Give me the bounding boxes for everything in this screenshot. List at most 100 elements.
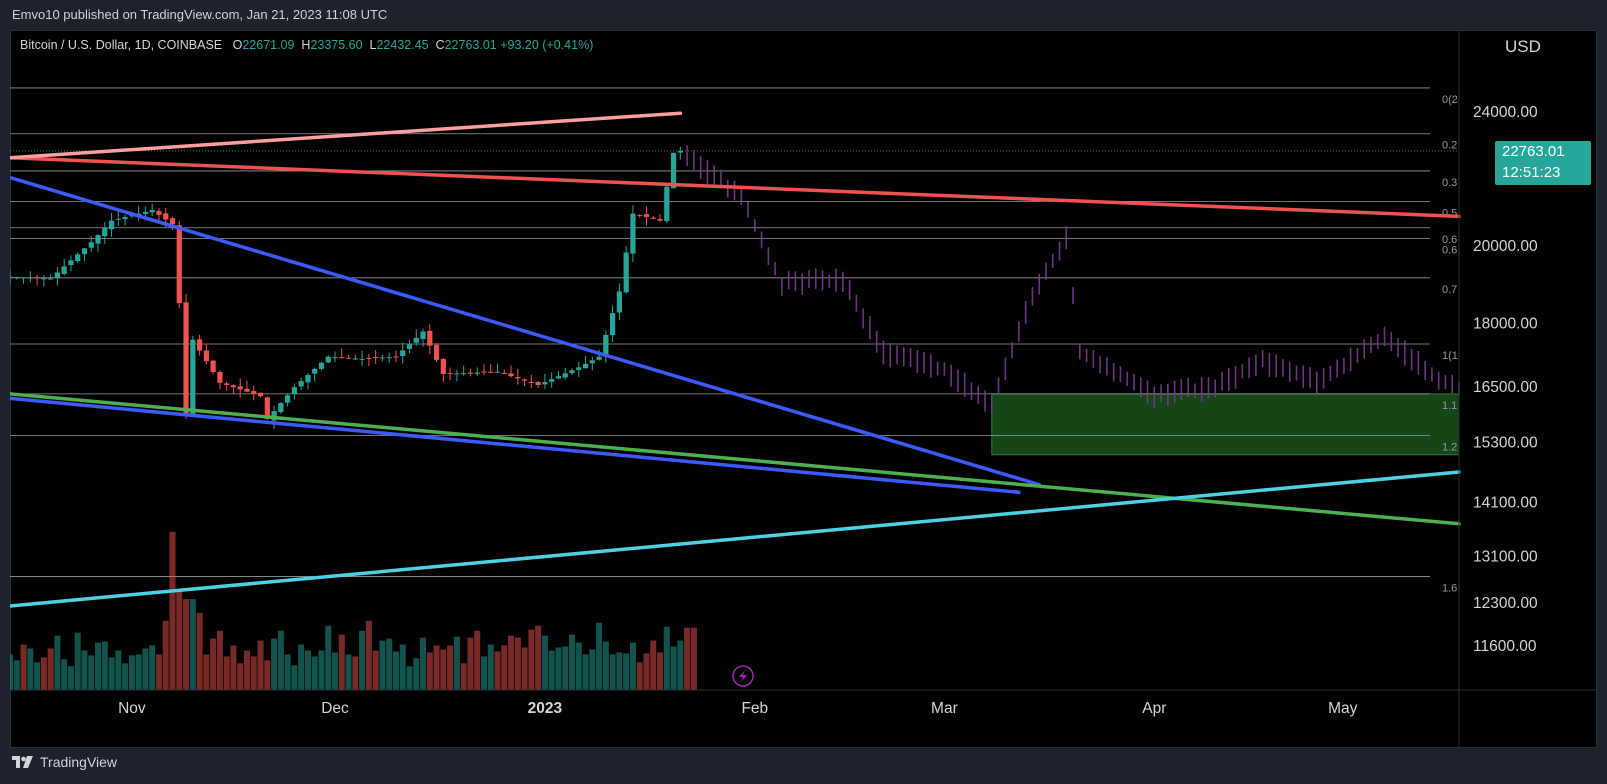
candle-body[interactable] [20, 277, 27, 279]
candle-body[interactable] [285, 395, 291, 403]
candle-body[interactable] [345, 357, 352, 359]
candle-body[interactable] [474, 372, 480, 374]
candle-body[interactable] [251, 390, 257, 394]
candle-body[interactable] [291, 387, 297, 394]
candle-body[interactable] [515, 377, 521, 379]
candle-body[interactable] [75, 254, 81, 262]
candle-body[interactable] [420, 331, 426, 340]
candle-body[interactable] [257, 392, 264, 397]
candle-body[interactable] [325, 356, 331, 363]
candle-body[interactable] [616, 291, 622, 313]
candle-body[interactable] [657, 218, 663, 221]
candle-body[interactable] [156, 210, 162, 215]
candle-body[interactable] [467, 372, 474, 374]
candle-body[interactable] [176, 225, 182, 304]
candle-body[interactable] [312, 368, 318, 374]
candle-body[interactable] [352, 358, 358, 360]
symbol-name[interactable]: Bitcoin / U.S. Dollar, 1D, COINBASE [20, 38, 223, 52]
candle-body[interactable] [494, 371, 501, 373]
candle-body[interactable] [433, 344, 440, 360]
candle-body[interactable] [670, 152, 677, 189]
candle-body[interactable] [630, 213, 636, 254]
candle-body[interactable] [210, 360, 216, 373]
candle-body[interactable] [41, 278, 47, 280]
candle-body[interactable] [427, 330, 433, 346]
candle-body[interactable] [650, 217, 656, 219]
candle-body[interactable] [108, 220, 115, 230]
candle-body[interactable] [569, 370, 575, 374]
trendline[interactable] [10, 392, 1461, 526]
candle-body[interactable] [183, 302, 189, 415]
currency-label[interactable]: USD [1505, 37, 1541, 56]
candle-body[interactable] [237, 386, 243, 390]
candle-body[interactable] [129, 215, 135, 217]
candle-body[interactable] [461, 373, 467, 375]
candle-body[interactable] [481, 371, 487, 373]
candle-body[interactable] [14, 276, 20, 278]
brand-name[interactable]: TradingView [40, 754, 118, 770]
candle-body[interactable] [298, 381, 304, 387]
trendline[interactable] [10, 396, 1021, 495]
candle-body[interactable] [27, 277, 33, 279]
candle-body[interactable] [603, 334, 609, 356]
candle-body[interactable] [521, 379, 528, 381]
candle-body[interactable] [413, 337, 419, 343]
candle-body[interactable] [386, 357, 392, 359]
price-chart[interactable]: 0(20.20.30.50.60.60.71(11.11.21.6 24000.… [10, 30, 1597, 748]
candle-body[interactable] [406, 344, 413, 349]
trendline[interactable] [10, 470, 1461, 608]
candle-body[interactable] [95, 235, 101, 244]
candle-body[interactable] [440, 358, 446, 374]
candle-body[interactable] [359, 358, 365, 360]
candle-body[interactable] [637, 214, 643, 216]
candle-body[interactable] [169, 218, 176, 225]
trendline[interactable] [10, 156, 1461, 219]
candle-body[interactable] [163, 213, 169, 220]
candle-body[interactable] [81, 248, 88, 255]
chart-panel[interactable] [10, 30, 1597, 748]
candle-body[interactable] [508, 373, 514, 377]
candle-body[interactable] [610, 313, 616, 336]
candle-body[interactable] [10, 276, 13, 279]
candle-body[interactable] [305, 374, 311, 383]
candle-body[interactable] [339, 357, 345, 359]
candle-body[interactable] [582, 363, 589, 369]
candle-body[interactable] [528, 382, 534, 384]
candle-body[interactable] [318, 362, 325, 369]
candle-body[interactable] [278, 403, 284, 412]
candle-body[interactable] [373, 357, 379, 359]
candle-body[interactable] [535, 382, 541, 385]
candle-body[interactable] [61, 266, 67, 274]
candle-body[interactable] [88, 242, 94, 248]
candle-body[interactable] [488, 371, 494, 373]
candle-body[interactable] [244, 388, 250, 392]
candle-body[interactable] [596, 356, 602, 360]
candle-body[interactable] [196, 339, 203, 351]
candle-body[interactable] [366, 358, 372, 360]
candle-body[interactable] [190, 339, 196, 416]
candle-body[interactable] [555, 376, 562, 379]
candle-body[interactable] [54, 272, 60, 278]
candle-body[interactable] [115, 218, 121, 220]
candle-body[interactable] [34, 277, 40, 279]
candle-body[interactable] [203, 350, 209, 362]
candle-body[interactable] [122, 217, 128, 220]
candle-body[interactable] [48, 278, 54, 280]
tradingview-logo-icon[interactable] [12, 756, 34, 768]
candle-body[interactable] [230, 385, 237, 388]
candle-body[interactable] [589, 360, 595, 364]
candle-body[interactable] [664, 186, 670, 222]
candle-body[interactable] [68, 260, 74, 266]
candle-body[interactable] [447, 373, 453, 375]
candle-body[interactable] [643, 214, 650, 218]
candle-body[interactable] [393, 356, 399, 358]
candle-body[interactable] [149, 210, 155, 213]
candle-body[interactable] [400, 350, 406, 357]
candle-body[interactable] [677, 150, 683, 153]
candle-body[interactable] [454, 373, 460, 375]
candle-body[interactable] [623, 252, 629, 293]
candle-body[interactable] [264, 397, 270, 420]
candle-body[interactable] [217, 371, 223, 383]
demand-zone[interactable] [991, 393, 1460, 456]
candle-body[interactable] [271, 411, 277, 421]
